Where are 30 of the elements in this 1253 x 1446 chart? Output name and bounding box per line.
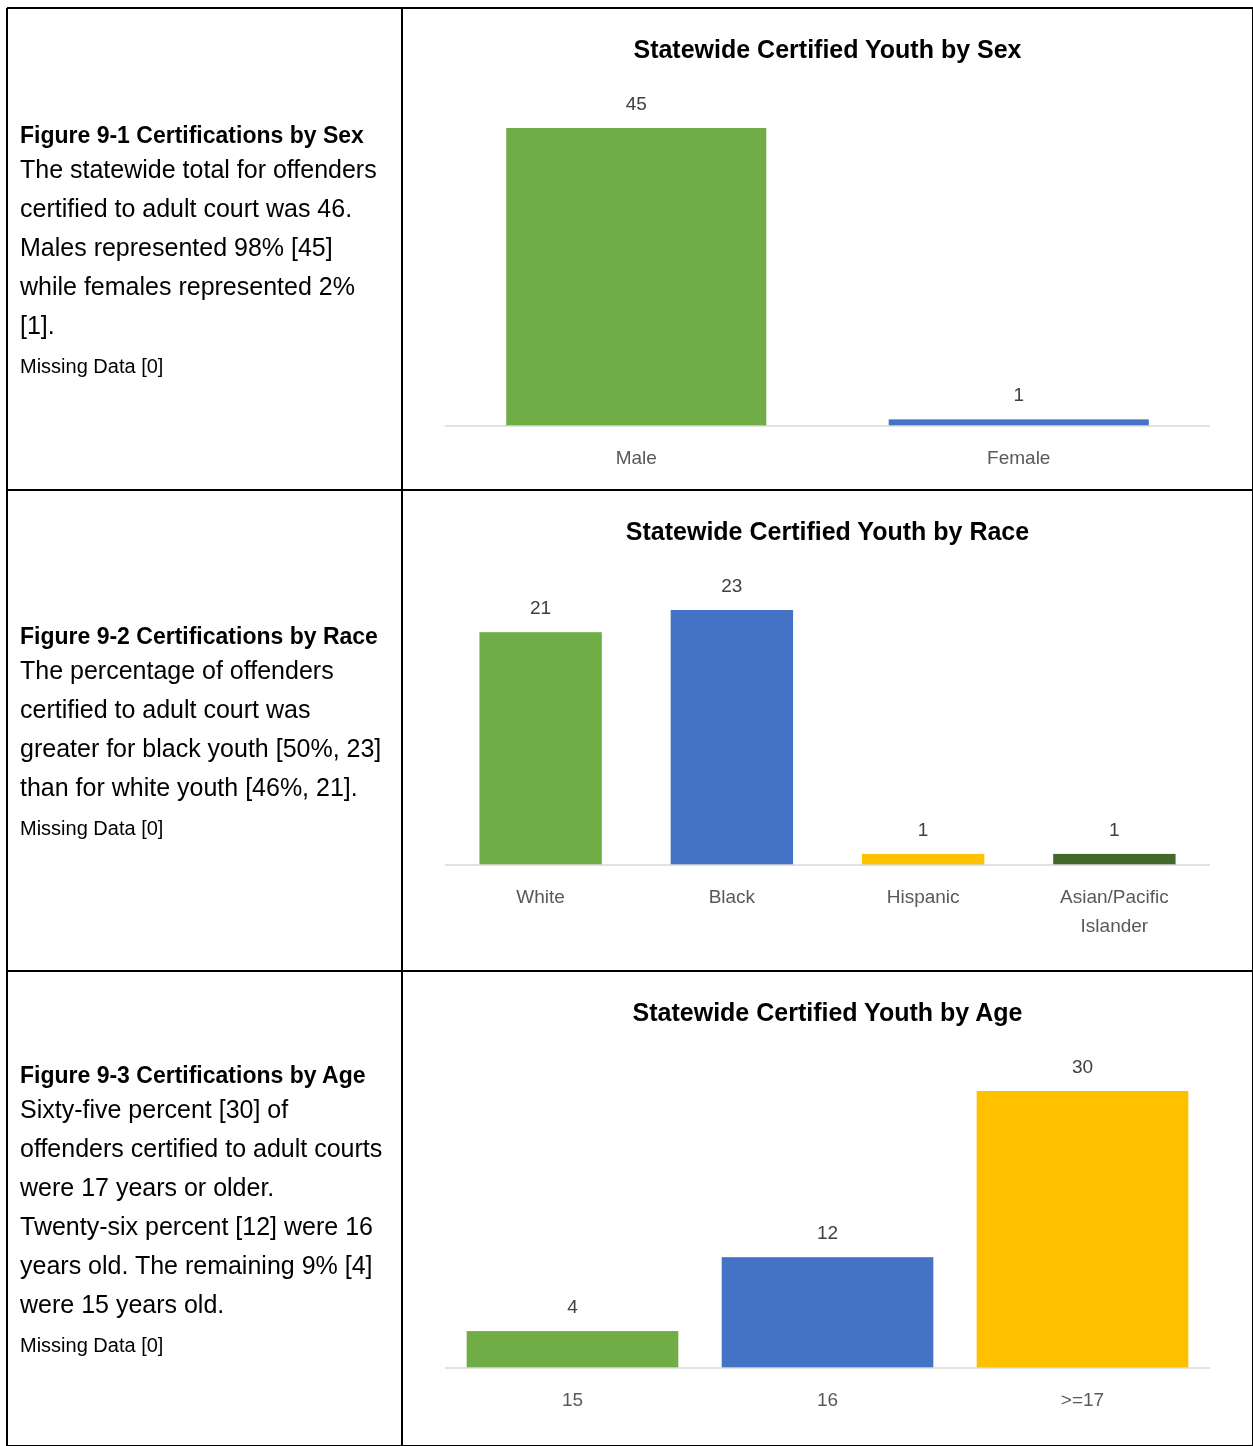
x-tick-label: Male [615, 447, 657, 468]
text: The percentage of offenders certified to adult court was greater for black youth [50%, 23] than for white youth [46%, 21]. [20, 656, 382, 801]
text: Figure 9-3 Certifications by Age [20, 1062, 366, 1088]
data-label: 1 [1013, 384, 1025, 406]
x-tick-label: 15 [561, 1389, 584, 1410]
data-label: 4 [567, 1296, 579, 1318]
data-label: 30 [1071, 1056, 1094, 1077]
x-tick-label: Black [708, 886, 756, 907]
x-tick-label: >=17 [1060, 1389, 1105, 1410]
data-label: 45 [625, 93, 647, 114]
x-tick-label: Female [987, 447, 1051, 468]
data-label: 21 [530, 597, 552, 619]
data-label: 1 [1109, 818, 1120, 840]
x-tick-label: Hispanic [886, 886, 960, 907]
chart-title: Statewide Certified Youth by Age [632, 998, 1023, 1026]
text: The statewide total for offenders certified to adult court was 46. Males represented 98% [45] while females represented 2% [1]. [19, 155, 377, 339]
x-tick-label: 16 [816, 1389, 839, 1410]
x-tick-label: White [516, 886, 565, 907]
x-tick-label: Asian/Pacific Islander [1059, 886, 1169, 936]
text: Figure 9-2 Certifications by Race [20, 623, 378, 649]
text: Missing Data [0] [20, 355, 164, 377]
text: Missing Data [0] [20, 817, 164, 839]
text: Figure 9-1 Certifications by Sex [20, 122, 365, 148]
data-label: 23 [721, 575, 743, 596]
text: Missing Data [0] [20, 1334, 164, 1356]
data-label: 12 [816, 1222, 839, 1244]
data-label: 1 [917, 818, 929, 840]
text: Sixty-five percent [30] of offenders certified to adult courts were 17 years or older. Twenty-six percent [12] were 16 years old. The remaining 9% [4] were 15 years old. [19, 1095, 383, 1318]
chart-title: Statewide Certified Youth by Sex [633, 35, 1022, 63]
chart-title: Statewide Certified Youth by Race [625, 517, 1030, 545]
